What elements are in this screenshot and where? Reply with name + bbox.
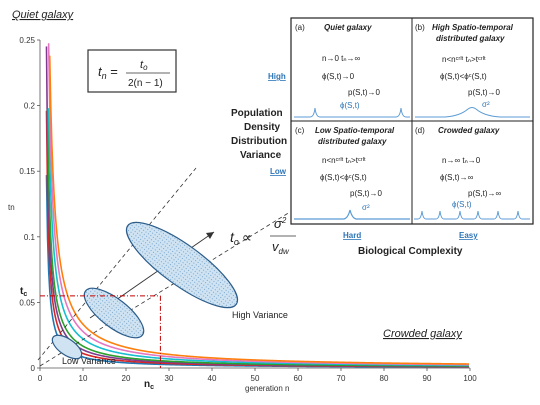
middle-label-line-4: Variance xyxy=(240,150,282,161)
y-tick-label: 0.15 xyxy=(19,167,35,176)
quiet-galaxy-label: Quiet galaxy xyxy=(12,9,75,21)
proportional-lhs: to ∝ xyxy=(230,229,252,247)
panel-c-line-2: ϕ(S,t)<ϕᶜ(S,t) xyxy=(320,173,367,182)
col-label-easy: Easy xyxy=(459,231,478,240)
mid-variance-ellipse xyxy=(83,287,145,339)
row-label-high: High xyxy=(268,72,286,81)
panel-b-line-1: n<nᶜʳᴵᵗ tₙ>tᶜʳᴵᵗ xyxy=(442,55,486,64)
x-tick-labels: 0 10 20 30 40 50 60 70 80 90 100 xyxy=(38,368,477,383)
middle-label-line-2: Density xyxy=(244,122,281,133)
panel-a-distribution xyxy=(294,107,410,118)
proportional-numerator: σ2 xyxy=(274,216,287,231)
panel-a-line-2: ϕ(S,t)→0 xyxy=(322,72,355,81)
panel-a-id: (a) xyxy=(295,23,305,32)
formula-numerator: to xyxy=(140,59,148,72)
panel-b-title-1: High Spatio-temporal xyxy=(432,23,514,32)
tc-label: tc xyxy=(20,286,27,298)
y-tick-label: 0.1 xyxy=(24,233,36,242)
y-axis-label: tn xyxy=(8,203,15,212)
panel-a-phi: ϕ(S,t) xyxy=(340,101,360,110)
formula-box xyxy=(87,49,177,93)
panel-c-sigma: σ² xyxy=(362,203,370,212)
panel-d-distribution xyxy=(414,210,530,220)
panel-c-distribution xyxy=(294,209,410,220)
panel-b-line-2: ϕ(S,t)<ϕᶜ(S,t) xyxy=(440,72,487,81)
y-tick-label: 0.2 xyxy=(24,102,36,111)
panel-a-title: Quiet galaxy xyxy=(324,23,372,32)
x-tick-label: 10 xyxy=(79,374,88,383)
formula-denominator: 2(n − 1) xyxy=(128,78,163,89)
curves-group xyxy=(45,43,469,368)
x-tick-label: 30 xyxy=(165,374,174,383)
low-variance-ellipse xyxy=(51,334,83,360)
middle-label-line-3: Distribution xyxy=(231,136,287,147)
x-tick-label: 40 xyxy=(208,374,217,383)
panel-d-line-2: ϕ(S,t)→∞ xyxy=(440,173,474,182)
x-axis-label: generation n xyxy=(245,384,289,393)
x-tick-label: 60 xyxy=(294,374,303,383)
panel-b-distribution xyxy=(415,107,530,118)
panel-d-phi: ϕ(S,t) xyxy=(452,200,472,209)
panel-a-line-3: p(S,t)→0 xyxy=(348,88,381,97)
panel-b-id: (b) xyxy=(415,23,425,32)
y-tick-label: 0.25 xyxy=(19,36,35,45)
inset-diagram: High Low Population Density Distribution… xyxy=(231,17,534,257)
high-variance-label: High Variance xyxy=(232,310,288,320)
panel-c-title-1: Low Spatio-temporal xyxy=(315,126,395,135)
panel-b-title-2: distributed galaxy xyxy=(436,34,505,43)
x-tick-label: 70 xyxy=(337,374,346,383)
high-variance-ellipse xyxy=(125,221,239,309)
x-tick-label: 80 xyxy=(380,374,389,383)
nc-label: nc xyxy=(144,379,154,391)
panel-d-title: Crowded galaxy xyxy=(438,126,500,135)
x-tick-label: 20 xyxy=(122,374,131,383)
panel-c-line-1: n<nᶜʳᴵᵗ tₙ>tᶜʳᴵᵗ xyxy=(322,156,366,165)
low-variance-label: Low Variance xyxy=(62,356,116,366)
formula-lhs: tn = xyxy=(98,64,118,81)
curve-series-7 xyxy=(48,55,469,365)
x-tick-label: 50 xyxy=(251,374,260,383)
panel-b-line-3: p(S,t)→0 xyxy=(468,88,501,97)
panel-d-id: (d) xyxy=(415,126,425,135)
middle-label-line-1: Population xyxy=(231,108,283,119)
panel-a-line-1: n→0 tₙ→∞ xyxy=(322,54,361,63)
crowded-galaxy-label: Crowded galaxy xyxy=(383,328,463,340)
panel-c-line-3: p(S,t)→0 xyxy=(350,189,383,198)
biological-complexity-label: Biological Complexity xyxy=(358,246,463,257)
y-tick-label: 0 xyxy=(31,364,36,373)
y-tick-labels: 0 0.05 0.1 0.15 0.2 0.25 xyxy=(19,36,40,373)
panel-c-title-2: distributed galaxy xyxy=(318,137,387,146)
critical-point-guides xyxy=(40,295,161,368)
x-tick-label: 0 xyxy=(38,374,43,383)
x-tick-label: 100 xyxy=(463,374,477,383)
row-label-low: Low xyxy=(270,167,287,176)
col-label-hard: Hard xyxy=(343,231,361,240)
panel-b-sigma: σ² xyxy=(482,100,490,109)
y-tick-label: 0.05 xyxy=(19,298,35,307)
panel-c-id: (c) xyxy=(295,126,305,135)
x-tick-label: 90 xyxy=(423,374,432,383)
panel-d-line-3: p(S,t)→∞ xyxy=(468,189,502,198)
proportional-denominator: vdw xyxy=(272,239,290,256)
panel-d-line-1: n→∞ tₙ→0 xyxy=(442,156,481,165)
variance-arrow-head xyxy=(206,232,214,239)
